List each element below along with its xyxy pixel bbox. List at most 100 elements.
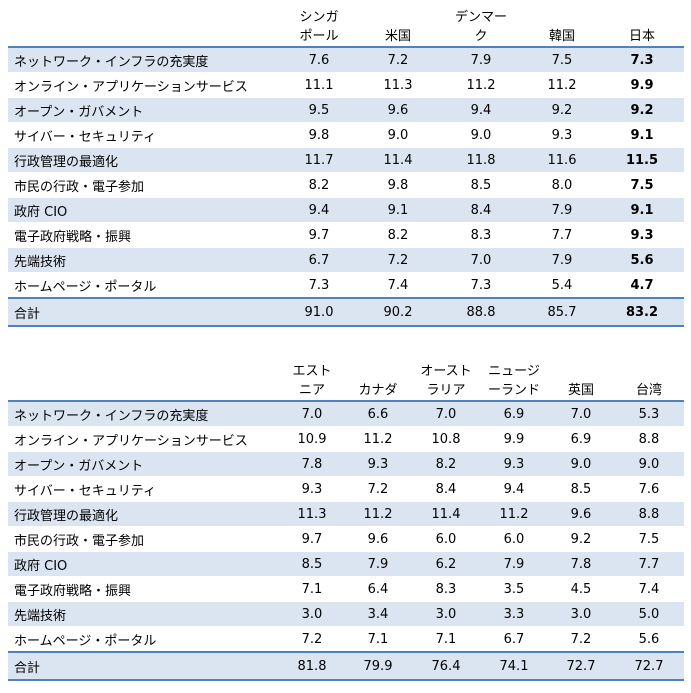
row-label: 市民の行政・電子参加 xyxy=(8,172,280,198)
table-row: 政府 CIO 8.5 7.9 6.2 7.9 7.8 7.7 xyxy=(8,551,684,577)
score-cell: 10.9 xyxy=(280,426,344,452)
score-cell: 9.8 xyxy=(358,172,438,198)
score-cell: 6.9 xyxy=(480,400,548,427)
score-cell: 6.0 xyxy=(480,526,548,552)
score-cell: 8.5 xyxy=(280,551,344,577)
score-cell: 7.9 xyxy=(438,46,524,73)
score-cell: 7.2 xyxy=(358,46,438,73)
col-header: ニュージ ーランド xyxy=(487,364,540,398)
score-cell: 5.4 xyxy=(524,272,600,298)
score-cell: 9.6 xyxy=(358,97,438,123)
col-header: エスト ニア xyxy=(292,364,332,398)
table-row: サイバー・セキュリティ 9.3 7.2 8.4 9.4 8.5 7.6 xyxy=(8,476,684,502)
header-row: エスト ニア カナダ オースト ラリア ニュージ ーランド 英国 台湾 xyxy=(8,356,684,401)
score-cell: 9.8 xyxy=(280,122,358,148)
score-cell: 9.6 xyxy=(344,526,412,552)
row-label: 政府 CIO xyxy=(8,551,280,577)
score-cell: 8.0 xyxy=(524,172,600,198)
table-row: 電子政府戦略・振興 7.1 6.4 8.3 3.5 4.5 7.4 xyxy=(8,576,684,602)
score-cell: 7.4 xyxy=(614,576,684,602)
table-row: 先端技術 3.0 3.4 3.0 3.3 3.0 5.0 xyxy=(8,601,684,627)
score-cell: 7.3 xyxy=(280,272,358,298)
score-cell: 8.4 xyxy=(412,476,480,502)
score-cell: 5.0 xyxy=(614,601,684,627)
score-cell: 11.6 xyxy=(524,147,600,173)
score-cell: 3.0 xyxy=(548,601,614,627)
score-cell: 8.8 xyxy=(614,501,684,527)
score-cell: 7.2 xyxy=(358,247,438,273)
score-cell: 6.2 xyxy=(412,551,480,577)
score-cell: 3.0 xyxy=(280,601,344,627)
score-cell: 8.5 xyxy=(548,476,614,502)
score-cell: 9.3 xyxy=(600,222,684,248)
score-cell: 5.6 xyxy=(600,247,684,273)
score-cell: 7.0 xyxy=(412,400,480,427)
ranking-table-2: エスト ニア カナダ オースト ラリア ニュージ ーランド 英国 台湾 ネットワーク・… xyxy=(8,356,684,681)
score-cell: 7.5 xyxy=(524,46,600,73)
score-cell: 9.7 xyxy=(280,222,358,248)
score-cell: 8.2 xyxy=(412,451,480,477)
row-label: 電子政府戦略・振興 xyxy=(8,576,280,602)
score-cell: 6.0 xyxy=(412,526,480,552)
table-row: 市民の行政・電子参加 8.2 9.8 8.5 8.0 7.5 xyxy=(8,172,684,198)
header-row: シンガ ポール 米国 デンマーク 韓国 日本 xyxy=(8,2,684,47)
score-cell: 5.6 xyxy=(614,626,684,652)
score-cell: 7.2 xyxy=(548,626,614,652)
score-cell: 6.4 xyxy=(344,576,412,602)
col-header: 日本 xyxy=(628,29,655,44)
total-label: 合計 xyxy=(8,651,280,681)
total-cell: 83.2 xyxy=(600,297,684,327)
table-row: 行政管理の最適化 11.3 11.2 11.4 11.2 9.6 8.8 xyxy=(8,501,684,527)
row-label: オンライン・アプリケーションサービス xyxy=(8,426,280,452)
total-cell: 91.0 xyxy=(280,297,358,327)
score-cell: 11.2 xyxy=(480,501,548,527)
table-row: オンライン・アプリケーションサービス 11.1 11.3 11.2 11.2 9.9 xyxy=(8,72,684,98)
col-header: カナダ xyxy=(358,383,398,398)
score-cell: 9.1 xyxy=(600,122,684,148)
score-cell: 3.5 xyxy=(480,576,548,602)
row-label: ネットワーク・インフラの充実度 xyxy=(8,46,280,73)
score-cell: 9.2 xyxy=(548,526,614,552)
score-cell: 7.3 xyxy=(438,272,524,298)
row-label: オンライン・アプリケーションサービス xyxy=(8,72,280,98)
row-label: オープン・ガバメント xyxy=(8,97,280,123)
header-corner xyxy=(8,2,280,47)
table-row: ネットワーク・インフラの充実度 7.6 7.2 7.9 7.5 7.3 xyxy=(8,46,684,73)
score-cell: 8.5 xyxy=(438,172,524,198)
col-header: シンガ ポール xyxy=(299,10,339,44)
score-cell: 9.3 xyxy=(524,122,600,148)
row-label: サイバー・セキュリティ xyxy=(8,476,280,502)
score-cell: 11.5 xyxy=(600,147,684,173)
score-cell: 9.2 xyxy=(600,97,684,123)
score-cell: 7.8 xyxy=(280,451,344,477)
total-row: 合計 81.8 79.9 76.4 74.1 72.7 72.7 xyxy=(8,651,684,681)
score-cell: 9.3 xyxy=(280,476,344,502)
score-cell: 9.9 xyxy=(480,426,548,452)
total-cell: 88.8 xyxy=(438,297,524,327)
score-cell: 7.6 xyxy=(280,46,358,73)
row-label: ホームページ・ポータル xyxy=(8,626,280,652)
total-cell: 81.8 xyxy=(280,651,344,681)
score-cell: 7.9 xyxy=(524,247,600,273)
total-cell: 76.4 xyxy=(412,651,480,681)
total-label: 合計 xyxy=(8,297,280,327)
score-cell: 7.8 xyxy=(548,551,614,577)
score-cell: 7.9 xyxy=(480,551,548,577)
table-row: 市民の行政・電子参加 9.7 9.6 6.0 6.0 9.2 7.5 xyxy=(8,526,684,552)
total-cell: 85.7 xyxy=(524,297,600,327)
score-cell: 7.1 xyxy=(344,626,412,652)
col-header: 台湾 xyxy=(635,383,662,398)
table-row: オープン・ガバメント 7.8 9.3 8.2 9.3 9.0 9.0 xyxy=(8,451,684,477)
score-cell: 9.1 xyxy=(358,197,438,223)
row-label: サイバー・セキュリティ xyxy=(8,122,280,148)
score-cell: 11.2 xyxy=(524,72,600,98)
score-cell: 6.9 xyxy=(548,426,614,452)
score-cell: 9.5 xyxy=(280,97,358,123)
score-cell: 8.4 xyxy=(438,197,524,223)
table-row: 政府 CIO 9.4 9.1 8.4 7.9 9.1 xyxy=(8,197,684,223)
score-cell: 11.3 xyxy=(280,501,344,527)
table-row: ホームページ・ポータル 7.2 7.1 7.1 6.7 7.2 5.6 xyxy=(8,626,684,652)
score-cell: 5.3 xyxy=(614,400,684,427)
score-cell: 9.4 xyxy=(480,476,548,502)
score-cell: 9.0 xyxy=(614,451,684,477)
